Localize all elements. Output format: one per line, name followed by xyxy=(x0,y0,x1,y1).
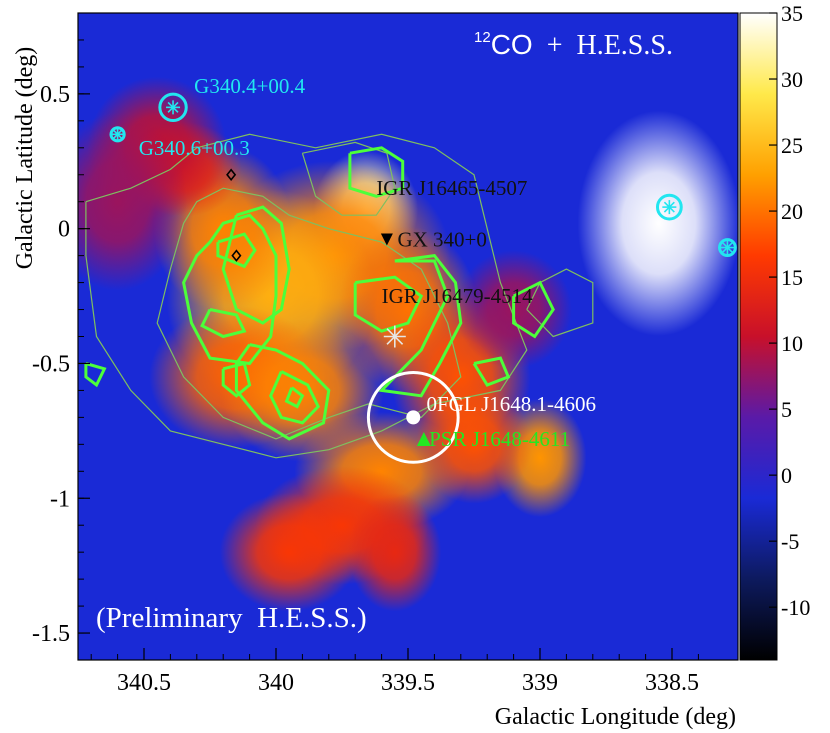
co-emission-blob xyxy=(415,385,533,504)
source-label: IGR J16465-4507 xyxy=(376,176,527,200)
hess-contour xyxy=(200,308,247,339)
y-tick-label: -1.5 xyxy=(32,621,70,647)
overlay-title-co: CO xyxy=(491,29,533,60)
source-psr-j1648-4611: PSR J1648-4611 xyxy=(416,427,570,451)
source-label: IGR J16479-4514 xyxy=(382,284,534,308)
co-emission-blob xyxy=(577,110,738,336)
colorbar-tick-label: -10 xyxy=(781,595,810,620)
y-tick-label: 0.5 xyxy=(40,82,70,108)
source-region-circle xyxy=(655,193,683,221)
source-region-circle xyxy=(158,92,188,123)
source-label: GX 340+0 xyxy=(397,227,486,251)
overlay-title: 12CO + H.E.S.S. xyxy=(474,29,673,61)
hess-contour xyxy=(234,343,331,441)
source-markers: G340.4+00.4 G340.6+00.3 G338.5+00.1 G338.3-… xyxy=(109,74,737,464)
colorbar: 35 30 25 20 15 10 5 0 -5 -10 xyxy=(739,1,810,661)
source-region-circle xyxy=(718,238,737,257)
source-unlabeled xyxy=(383,325,406,348)
co-emission-blob xyxy=(78,112,188,291)
hess-contour xyxy=(221,361,252,398)
source-marker xyxy=(406,410,421,425)
colorbar-tick-label: -5 xyxy=(781,529,799,554)
source-igr-j16465-4507: IGR J16465-4507 xyxy=(226,168,527,200)
source-marker xyxy=(380,233,393,246)
overlay-title-text: 12CO + H.E.S.S. xyxy=(474,29,673,61)
x-axis-label: Galactic Longitude (deg) xyxy=(495,704,736,730)
colorbar-ticks: 35 30 25 20 15 10 5 0 -5 -10 xyxy=(769,1,810,620)
source-0fgl-j1648-1-4606: 0FGL J1648.1-4606 xyxy=(366,370,596,464)
colorbar-tick-label: 25 xyxy=(781,133,803,158)
source-label: PSR J1648-4611 xyxy=(429,427,570,451)
source-label: G340.4+00.4 xyxy=(194,74,306,98)
plot-area: G340.4+00.4 G340.6+00.3 G338.5+00.1 G338.3-… xyxy=(78,13,738,660)
source-igr-j16479-4514: IGR J16479-4514 xyxy=(231,249,534,308)
source-label: 0FGL J1648.1-4606 xyxy=(426,392,596,416)
x-tick-label: 339.5 xyxy=(381,670,435,696)
hess-contour xyxy=(512,280,555,339)
hess-contour xyxy=(216,232,257,269)
hess-contour xyxy=(182,213,278,366)
co-emission-blob xyxy=(348,492,442,612)
source-error-circle xyxy=(366,370,460,464)
colorbar-tick-label: 35 xyxy=(781,1,803,26)
hess-contour xyxy=(378,253,463,398)
x-tick-label: 339 xyxy=(522,670,558,696)
overlay-title-superscript: 12 xyxy=(474,29,491,46)
co-emission-blob xyxy=(219,492,359,612)
preliminary-label: (Preliminary H.E.S.S.) xyxy=(96,602,367,634)
hess-contours xyxy=(84,133,594,459)
colorbar-tick-label: 15 xyxy=(781,265,803,290)
colorbar-tick-label: 30 xyxy=(781,67,803,92)
x-axis: 340.5 340 339.5 339 338.5 xyxy=(90,648,699,696)
source-gx-340-0: GX 340+0 xyxy=(380,227,487,251)
overlay-title-suffix: + H.E.S.S. xyxy=(533,30,673,61)
source-g340-6-00-3: G340.6+00.3 xyxy=(109,126,250,160)
x-tick-label: 338.5 xyxy=(645,670,699,696)
hess-contour xyxy=(353,275,424,333)
source-g338-3-00-0: G338.3-00.0 xyxy=(718,238,737,257)
source-marker xyxy=(416,431,431,446)
source-g338-5-00-1: G338.5+00.1 xyxy=(655,193,683,221)
hess-contour xyxy=(269,370,321,425)
x-tick-label: 340.5 xyxy=(117,670,171,696)
source-marker xyxy=(231,249,242,262)
hess-contour xyxy=(156,187,462,440)
hess-contour xyxy=(348,146,405,198)
source-label: G340.6+00.3 xyxy=(139,136,250,160)
y-tick-label: -0.5 xyxy=(32,351,70,377)
y-tick-label: 0 xyxy=(58,217,70,243)
hess-contour xyxy=(301,141,396,216)
colorbar-tick-label: 5 xyxy=(781,397,792,422)
y-axis: 0.5 0 -0.5 -1 -1.5 xyxy=(32,39,90,647)
y-axis-label: Galactic Latitude (deg) xyxy=(12,47,38,270)
hess-contour xyxy=(221,205,291,325)
hess-contour xyxy=(84,362,107,388)
hess-contour xyxy=(472,356,511,387)
colorbar-frame xyxy=(739,12,778,661)
hess-contour xyxy=(85,133,528,459)
colorbar-tick-label: 20 xyxy=(781,199,803,224)
y-tick-label: -1 xyxy=(50,486,70,512)
source-marker xyxy=(226,168,237,182)
colorbar-gradient xyxy=(740,13,777,660)
x-tick-label: 340 xyxy=(258,670,294,696)
hess-contour xyxy=(284,386,305,409)
colorbar-tick-label: 0 xyxy=(781,463,792,488)
source-g340-4-00-4: G340.4+00.4 xyxy=(158,74,306,123)
colorbar-tick-label: 10 xyxy=(781,331,803,356)
